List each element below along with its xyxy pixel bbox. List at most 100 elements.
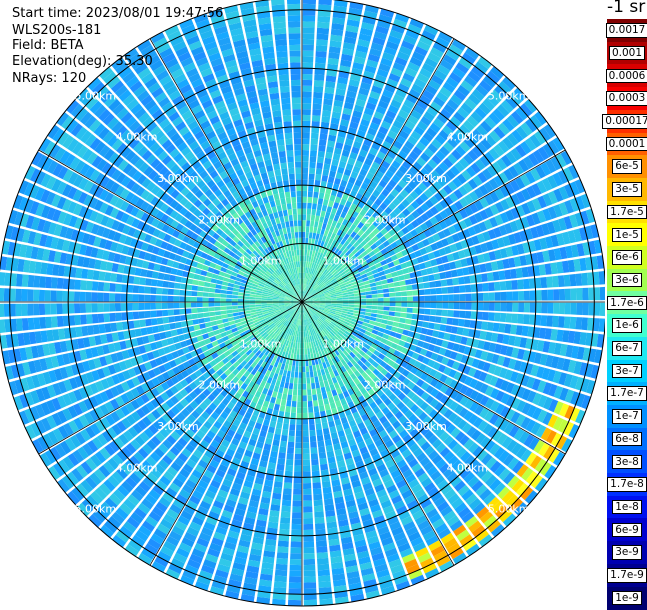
range-gate <box>318 376 323 383</box>
range-gate <box>316 388 321 395</box>
range-gate <box>232 306 238 309</box>
range-gate <box>206 272 213 278</box>
range-gate <box>387 321 394 326</box>
range-gate <box>303 4 316 10</box>
range-gate <box>318 198 323 205</box>
range-gate <box>360 299 366 302</box>
range-gate <box>324 380 329 387</box>
range-gate <box>307 348 310 354</box>
range-gate <box>405 279 412 285</box>
range-gate <box>320 458 328 465</box>
range-gate <box>283 488 292 494</box>
range-gate <box>423 282 430 288</box>
range-gate <box>275 428 282 435</box>
range-gate <box>303 33 315 39</box>
range-gate <box>349 305 355 308</box>
range-gate <box>297 401 302 407</box>
range-gate <box>174 283 181 289</box>
range-gate <box>156 295 162 301</box>
range-gate <box>74 315 81 325</box>
range-gate <box>215 311 221 315</box>
range-gate <box>303 384 307 390</box>
range-gate <box>429 316 436 322</box>
range-gate <box>428 323 435 330</box>
range-gate <box>80 303 86 313</box>
range-gate <box>343 302 349 304</box>
range-gate <box>323 428 330 435</box>
range-gate <box>389 293 395 297</box>
range-gate <box>581 317 588 330</box>
range-gate <box>228 317 234 322</box>
range-gate <box>388 283 395 288</box>
range-gate <box>466 302 472 309</box>
range-gate <box>80 280 87 290</box>
range-gate <box>296 419 301 425</box>
range-gate <box>281 435 288 442</box>
range-gate <box>370 317 376 321</box>
range-gate <box>400 313 406 318</box>
range-gate <box>398 275 405 281</box>
range-gate <box>295 442 301 448</box>
range-gate <box>436 309 442 315</box>
range-gate <box>541 315 548 326</box>
range-gate <box>395 312 401 317</box>
range-gate <box>133 294 139 301</box>
range-gate <box>314 500 323 507</box>
range-gate <box>244 311 250 315</box>
range-gate <box>310 430 316 436</box>
range-gate <box>168 303 174 309</box>
range-gate <box>337 304 343 306</box>
range-gate <box>185 309 191 314</box>
range-gate <box>413 296 419 301</box>
range-gate <box>271 445 279 452</box>
range-gate <box>445 271 452 279</box>
range-gate <box>319 192 325 199</box>
range-gate <box>303 115 311 121</box>
range-gate <box>232 309 238 313</box>
range-gate <box>304 541 315 547</box>
range-gate <box>337 300 343 302</box>
range-gate <box>431 295 437 301</box>
range-gate <box>0 304 4 317</box>
range-gate <box>288 600 301 606</box>
range-gate <box>271 499 281 506</box>
range-gate <box>465 285 471 293</box>
range-gate <box>211 278 218 283</box>
range-gate <box>239 312 245 316</box>
range-gate <box>274 581 287 588</box>
range-gate <box>498 271 505 281</box>
range-gate <box>500 281 507 290</box>
range-gate <box>244 305 250 308</box>
range-gate <box>360 302 366 305</box>
range-gate <box>292 506 301 512</box>
range-gate <box>319 405 325 412</box>
range-gate <box>312 465 320 471</box>
range-gate <box>452 318 459 325</box>
range-gate <box>348 294 354 297</box>
range-gate <box>221 314 227 319</box>
range-gate <box>255 304 261 306</box>
range-gate <box>198 281 205 286</box>
range-gate <box>303 460 310 466</box>
range-gate <box>191 308 197 313</box>
range-gate <box>494 282 501 291</box>
range-gate <box>307 389 311 395</box>
range-gate <box>517 314 524 324</box>
range-gate <box>311 215 315 221</box>
range-gate <box>287 371 291 377</box>
range-gate <box>286 459 293 465</box>
range-gate <box>308 191 313 197</box>
range-gate <box>317 564 329 571</box>
range-gate <box>448 302 454 309</box>
range-gate <box>399 318 406 323</box>
range-gate <box>359 289 365 293</box>
range-gate <box>34 317 41 329</box>
range-gate <box>307 250 310 256</box>
range-gate <box>255 300 261 302</box>
range-gate <box>250 297 256 300</box>
range-gate <box>317 16 330 23</box>
range-gate <box>164 324 171 331</box>
range-gate <box>74 280 81 290</box>
range-gate <box>109 293 115 301</box>
range-gate <box>249 300 255 302</box>
